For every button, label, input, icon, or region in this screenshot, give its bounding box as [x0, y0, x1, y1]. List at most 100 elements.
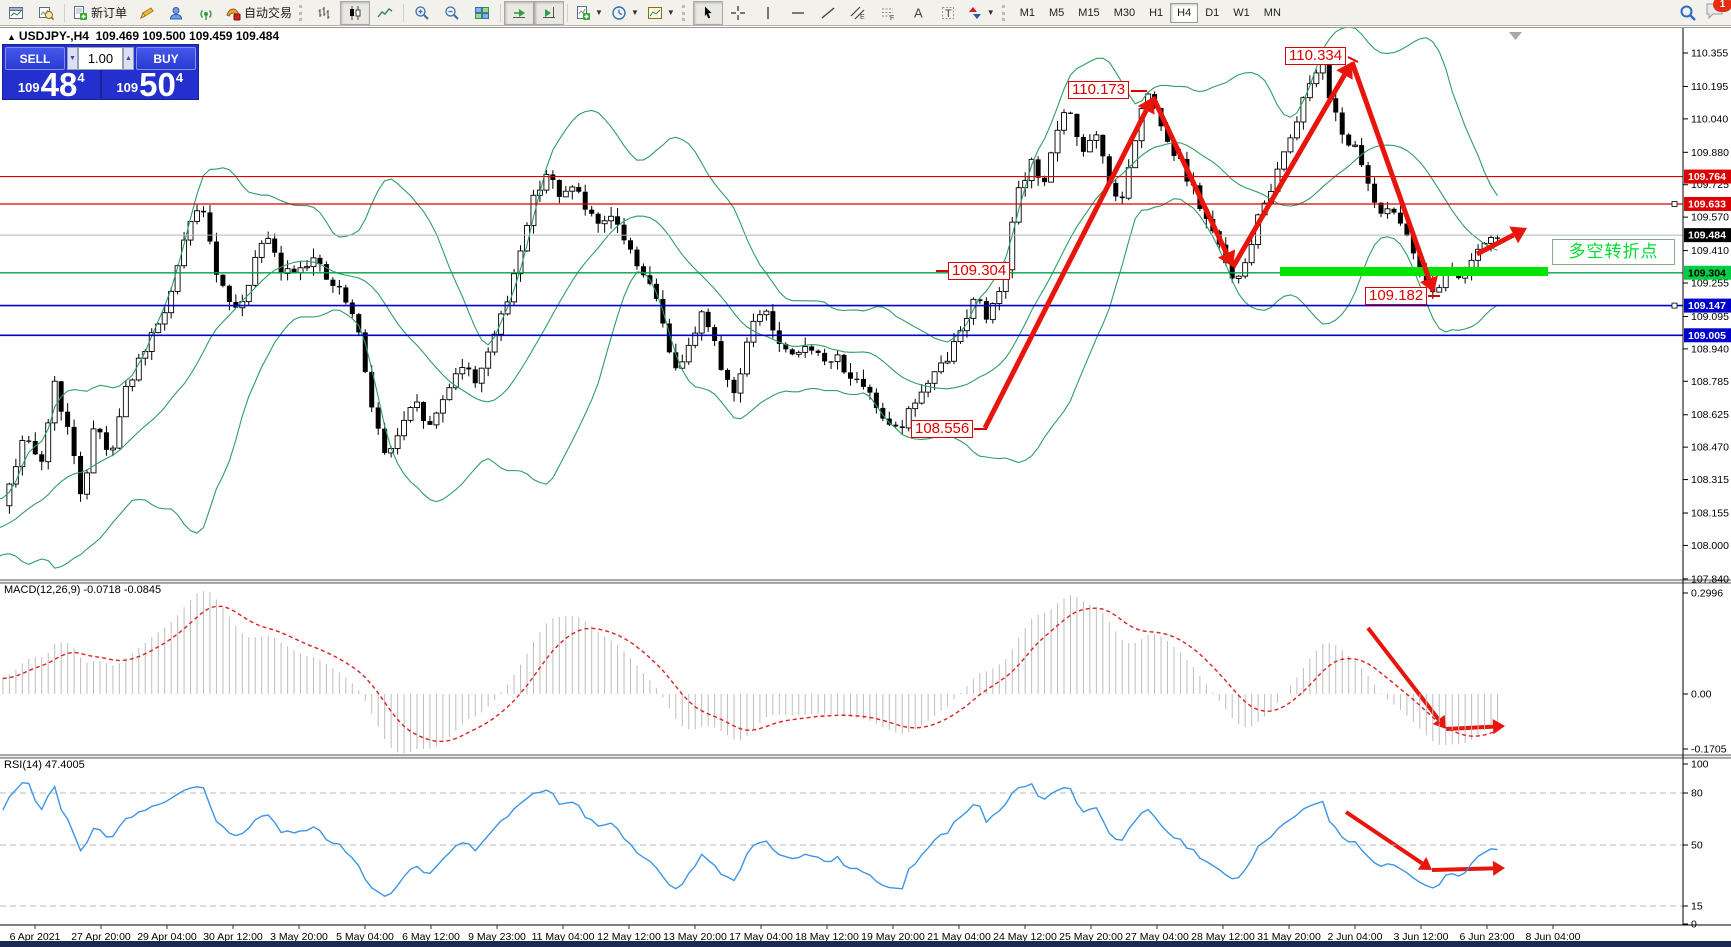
- horizontal-line-button[interactable]: [783, 1, 813, 25]
- text-button[interactable]: A: [903, 1, 933, 25]
- tab-timeframe-M5[interactable]: M5: [1049, 6, 1065, 19]
- trend-arrows[interactable]: [982, 61, 1527, 876]
- svg-text:28 May 12:00: 28 May 12:00: [1191, 931, 1255, 943]
- annotation-108.556[interactable]: 108.556: [911, 420, 974, 438]
- svg-text:110.040: 110.040: [1691, 113, 1728, 125]
- svg-text:107.840: 107.840: [1691, 573, 1729, 585]
- svg-text:8 Jun 04:00: 8 Jun 04:00: [1526, 931, 1581, 943]
- svg-text:108.000: 108.000: [1691, 540, 1729, 552]
- volume-decrease-button[interactable]: ▼: [67, 47, 78, 70]
- annotation-109.304[interactable]: 109.304: [948, 262, 1011, 280]
- chart-shift-marker[interactable]: [1509, 32, 1522, 40]
- svg-text:-0.1705: -0.1705: [1691, 744, 1727, 756]
- sell-button[interactable]: SELL: [5, 47, 65, 70]
- price-badge: [1684, 265, 1731, 280]
- expert-advisor-button[interactable]: [161, 1, 191, 25]
- tab-timeframe-D1[interactable]: D1: [1205, 6, 1220, 19]
- equidistant-channel-button[interactable]: E: [843, 1, 873, 25]
- volume-increase-button[interactable]: ▲: [123, 47, 134, 70]
- pane-separator[interactable]: [0, 755, 1731, 758]
- annotation-110.334[interactable]: 110.334: [1285, 47, 1347, 65]
- buy-price[interactable]: 109 50 4: [99, 68, 199, 101]
- window-bottom-edge: [0, 941, 1731, 947]
- tab-timeframe-W1[interactable]: W1: [1233, 6, 1250, 19]
- chart-canvas: 110.355110.195110.040109.880109.725109.5…: [0, 26, 1731, 947]
- trendline-button[interactable]: [813, 1, 843, 25]
- line-chart-button[interactable]: [370, 1, 400, 25]
- bar-chart-button[interactable]: [310, 1, 340, 25]
- svg-text:31 May 20:00: 31 May 20:00: [1257, 931, 1321, 943]
- vertical-line-icon: [767, 6, 769, 19]
- rsi-levels: [0, 792, 1683, 907]
- svg-text:109.410: 109.410: [1691, 245, 1729, 257]
- toolbar: 新订单 自动交易 ▼ ▼ ▼ E F A T ▼ M: [0, 0, 1731, 26]
- time-axis[interactable]: 6 Apr 2021 27 Apr 20:00 29 Apr 04:00 30 Apr…: [10, 925, 1581, 943]
- chat-button[interactable]: 1: [1705, 0, 1731, 24]
- search-icon[interactable]: [1679, 4, 1697, 22]
- indicators-button[interactable]: ▼: [571, 1, 607, 25]
- annotation-110.173[interactable]: 110.173: [1068, 81, 1130, 99]
- profiles-button[interactable]: [31, 1, 61, 25]
- template-icon: [647, 6, 662, 19]
- tab-timeframe-H4[interactable]: H4: [1170, 2, 1199, 23]
- rsi-label: RSI(14) 47.4005: [4, 759, 85, 771]
- highlight-bar[interactable]: [1280, 267, 1548, 276]
- vertical-line-button[interactable]: [753, 1, 783, 25]
- tab-timeframe-MN[interactable]: MN: [1263, 6, 1281, 19]
- macd-signal-line: [2, 605, 1498, 743]
- tab-timeframe-H1[interactable]: H1: [1149, 6, 1164, 19]
- buy-price-prefix: 109: [116, 80, 139, 95]
- cursor-button[interactable]: [692, 0, 723, 25]
- sell-price[interactable]: 109 48 4: [3, 68, 100, 101]
- price-axis: 110.355110.195110.040109.880109.725109.5…: [1683, 48, 1731, 931]
- chevron-down-icon: ▼: [666, 8, 675, 17]
- signals-button[interactable]: [191, 1, 221, 25]
- svg-text:109.005: 109.005: [1688, 330, 1726, 342]
- tile-windows-button[interactable]: [467, 1, 497, 25]
- svg-text:17 May 04:00: 17 May 04:00: [729, 931, 793, 943]
- auto-scroll-icon: [513, 8, 526, 18]
- pane-separator[interactable]: [0, 580, 1731, 583]
- templates-button[interactable]: ▼: [643, 1, 679, 25]
- volume-input[interactable]: [77, 47, 123, 70]
- tab-timeframe-M15[interactable]: M15: [1078, 6, 1100, 19]
- new-chart-button[interactable]: [1, 1, 31, 25]
- metaeditor-button[interactable]: [131, 1, 161, 25]
- tab-timeframe-M30[interactable]: M30: [1113, 6, 1136, 19]
- svg-text:25 May 20:00: 25 May 20:00: [1059, 931, 1123, 943]
- auto-scroll-button[interactable]: [504, 0, 535, 25]
- new-order-button[interactable]: 新订单: [68, 1, 131, 25]
- line-handle[interactable]: [1671, 302, 1678, 309]
- crosshair-button[interactable]: [723, 1, 753, 25]
- fibonacci-button[interactable]: F: [873, 1, 903, 25]
- auto-trading-button[interactable]: 自动交易: [221, 1, 296, 25]
- buy-button[interactable]: BUY: [136, 47, 196, 70]
- buy-price-sup: 4: [175, 70, 184, 85]
- zoom-in-button[interactable]: [407, 1, 437, 25]
- zoom-in-icon: [415, 5, 429, 20]
- svg-text:0.00: 0.00: [1691, 689, 1712, 701]
- expert-advisor-icon: [170, 6, 183, 19]
- periods-button[interactable]: ▼: [607, 1, 643, 25]
- svg-text:19 May 20:00: 19 May 20:00: [861, 931, 925, 943]
- zoom-out-button[interactable]: [437, 1, 467, 25]
- svg-text:100: 100: [1691, 759, 1709, 771]
- candlestick-chart-button[interactable]: [340, 0, 371, 25]
- svg-text:108.155: 108.155: [1691, 508, 1729, 520]
- toolbar-separator: [64, 3, 65, 22]
- svg-text:109.880: 109.880: [1691, 147, 1729, 159]
- svg-text:5 May 04:00: 5 May 04:00: [336, 931, 394, 943]
- svg-text:9 May 23:00: 9 May 23:00: [468, 931, 526, 943]
- arrows-button[interactable]: ▼: [963, 1, 999, 25]
- turning-point-label[interactable]: 多空转折点: [1552, 239, 1675, 265]
- text-label-button[interactable]: T: [933, 1, 963, 25]
- annotation-109.182[interactable]: 109.182: [1365, 287, 1428, 305]
- line-handle[interactable]: [1671, 201, 1678, 207]
- svg-text:50: 50: [1691, 840, 1703, 852]
- svg-text:F: F: [890, 15, 894, 21]
- svg-text:109.633: 109.633: [1688, 198, 1726, 210]
- chart-shift-button[interactable]: [534, 0, 565, 25]
- collapse-arrow-icon[interactable]: ▲: [7, 32, 16, 42]
- tab-timeframe-M1[interactable]: M1: [1019, 6, 1035, 19]
- svg-text:12 May 12:00: 12 May 12:00: [597, 931, 661, 943]
